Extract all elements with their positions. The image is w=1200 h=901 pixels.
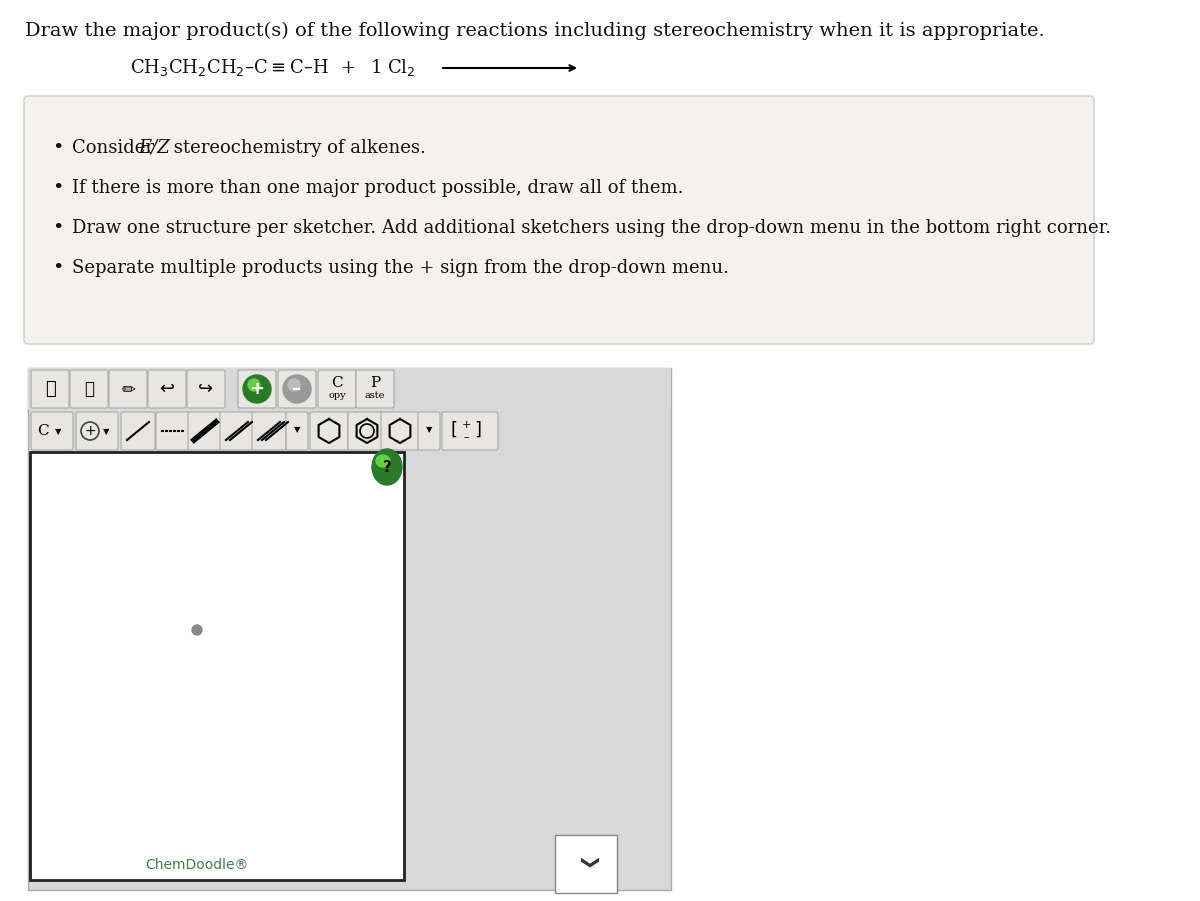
FancyBboxPatch shape <box>156 412 190 450</box>
Bar <box>28 368 671 410</box>
Text: +: + <box>461 420 470 430</box>
Text: •: • <box>52 259 64 277</box>
Text: [: [ <box>450 421 457 439</box>
Text: +: + <box>340 59 355 77</box>
Text: ❯: ❯ <box>577 857 595 871</box>
Ellipse shape <box>372 449 402 485</box>
Text: •: • <box>52 179 64 197</box>
Text: Draw the major product(s) of the following reactions including stereochemistry w: Draw the major product(s) of the followi… <box>25 22 1045 41</box>
Circle shape <box>283 375 311 403</box>
FancyBboxPatch shape <box>31 412 73 450</box>
FancyBboxPatch shape <box>278 370 316 408</box>
Text: ↪: ↪ <box>198 380 214 398</box>
FancyBboxPatch shape <box>310 412 348 450</box>
Text: C: C <box>331 376 343 390</box>
FancyBboxPatch shape <box>418 412 440 450</box>
FancyBboxPatch shape <box>187 370 226 408</box>
Text: Separate multiple products using the + sign from the drop-down menu.: Separate multiple products using the + s… <box>72 259 730 277</box>
Text: Consider: Consider <box>72 139 160 157</box>
FancyBboxPatch shape <box>238 370 276 408</box>
FancyBboxPatch shape <box>188 412 222 450</box>
Text: ✏: ✏ <box>121 380 134 398</box>
FancyBboxPatch shape <box>24 96 1094 344</box>
FancyBboxPatch shape <box>31 370 70 408</box>
Text: ▼: ▼ <box>426 425 432 434</box>
Text: Draw one structure per sketcher. Add additional sketchers using the drop-down me: Draw one structure per sketcher. Add add… <box>72 219 1111 237</box>
Text: opy: opy <box>328 391 346 400</box>
Bar <box>554 835 617 893</box>
Circle shape <box>242 375 271 403</box>
Text: If there is more than one major product possible, draw all of them.: If there is more than one major product … <box>72 179 684 197</box>
FancyBboxPatch shape <box>442 412 498 450</box>
Text: E/Z: E/Z <box>138 139 169 157</box>
FancyBboxPatch shape <box>286 412 308 450</box>
Text: ✋: ✋ <box>44 380 55 398</box>
Text: 1 Cl$_2$: 1 Cl$_2$ <box>370 58 415 78</box>
Text: ChemDoodle®: ChemDoodle® <box>145 858 248 872</box>
Text: ↩: ↩ <box>160 380 174 398</box>
Text: stereochemistry of alkenes.: stereochemistry of alkenes. <box>168 139 426 157</box>
Text: •: • <box>52 139 64 157</box>
Text: ▼: ▼ <box>294 425 300 434</box>
FancyBboxPatch shape <box>70 370 108 408</box>
FancyBboxPatch shape <box>148 370 186 408</box>
Text: aste: aste <box>365 391 385 400</box>
Bar <box>28 368 671 890</box>
FancyBboxPatch shape <box>382 412 419 450</box>
FancyBboxPatch shape <box>76 412 118 450</box>
Text: –: – <box>463 432 469 442</box>
Text: •: • <box>52 219 64 237</box>
FancyBboxPatch shape <box>220 412 254 450</box>
Text: CH$_3$CH$_2$CH$_2$–C$\equiv$C–H: CH$_3$CH$_2$CH$_2$–C$\equiv$C–H <box>130 58 329 78</box>
Text: ]: ] <box>474 421 481 439</box>
Text: +: + <box>250 380 264 398</box>
Circle shape <box>192 625 202 635</box>
Ellipse shape <box>376 455 390 467</box>
Text: P: P <box>370 376 380 390</box>
Bar <box>30 452 404 880</box>
FancyBboxPatch shape <box>109 370 148 408</box>
FancyBboxPatch shape <box>356 370 394 408</box>
FancyBboxPatch shape <box>121 412 155 450</box>
FancyBboxPatch shape <box>318 370 356 408</box>
FancyBboxPatch shape <box>252 412 286 450</box>
Text: ▼: ▼ <box>55 427 61 436</box>
Text: C: C <box>37 424 49 438</box>
Text: ▼: ▼ <box>103 427 109 436</box>
Circle shape <box>288 379 300 391</box>
Text: +: + <box>84 424 96 438</box>
Text: ?: ? <box>383 460 391 475</box>
FancyBboxPatch shape <box>348 412 386 450</box>
Text: –: – <box>293 380 301 398</box>
Circle shape <box>248 379 260 391</box>
Text: 🗑: 🗑 <box>84 380 94 398</box>
